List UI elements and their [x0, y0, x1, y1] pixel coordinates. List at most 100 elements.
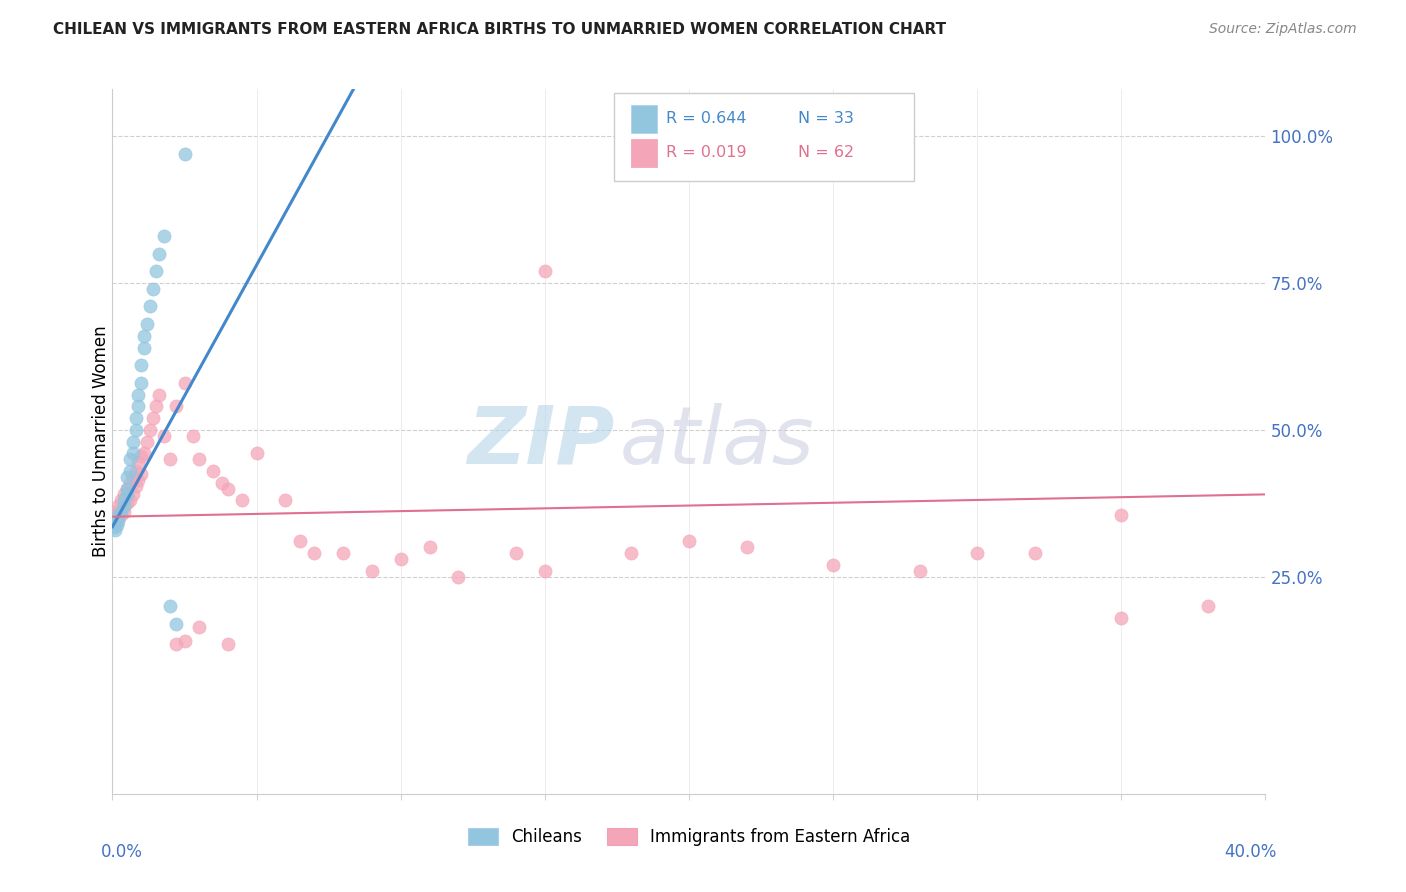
Point	[115, 482, 138, 496]
Point	[148, 246, 170, 260]
Point	[173, 146, 195, 161]
Point	[181, 428, 204, 442]
Point	[217, 482, 239, 496]
Text: N = 33: N = 33	[799, 112, 855, 127]
Point	[153, 229, 176, 244]
Point	[173, 376, 195, 390]
Text: CHILEAN VS IMMIGRANTS FROM EASTERN AFRICA BIRTHS TO UNMARRIED WOMEN CORRELATION : CHILEAN VS IMMIGRANTS FROM EASTERN AFRIC…	[53, 22, 946, 37]
Point	[112, 493, 135, 508]
Point	[145, 264, 167, 278]
Text: N = 62: N = 62	[799, 145, 855, 161]
Point	[148, 387, 170, 401]
Text: atlas: atlas	[620, 402, 814, 481]
Point	[217, 637, 239, 651]
Point	[115, 487, 138, 501]
Point	[124, 478, 146, 492]
Point	[231, 493, 253, 508]
Point	[288, 534, 311, 549]
Point	[107, 508, 129, 522]
Point	[534, 264, 557, 278]
Point	[304, 546, 326, 560]
Point	[139, 423, 162, 437]
Point	[129, 449, 153, 463]
Point	[104, 505, 127, 519]
Point	[1197, 599, 1219, 613]
Point	[134, 446, 156, 460]
Point	[1111, 611, 1133, 625]
Point	[202, 464, 225, 478]
Point	[821, 558, 844, 572]
Point	[124, 411, 146, 425]
FancyBboxPatch shape	[631, 138, 657, 167]
Point	[107, 511, 129, 525]
Point	[118, 475, 141, 490]
Point	[735, 541, 758, 555]
Point	[332, 546, 354, 560]
Point	[124, 464, 146, 478]
Point	[127, 455, 149, 469]
Point	[447, 569, 470, 583]
Point	[136, 317, 159, 331]
Point	[104, 523, 127, 537]
Point	[112, 487, 135, 501]
Point	[112, 499, 135, 513]
Point	[118, 464, 141, 478]
Point	[127, 473, 149, 487]
Point	[118, 493, 141, 508]
Point	[159, 452, 181, 467]
Point	[115, 496, 138, 510]
Point	[908, 564, 931, 578]
Point	[121, 446, 143, 460]
Point	[124, 423, 146, 437]
Point	[188, 452, 211, 467]
Point	[153, 428, 176, 442]
Point	[620, 546, 643, 560]
Point	[274, 493, 297, 508]
Point	[966, 546, 988, 560]
Point	[104, 516, 127, 531]
FancyBboxPatch shape	[631, 104, 657, 133]
Point	[1111, 508, 1133, 522]
Point	[139, 300, 162, 314]
Point	[104, 516, 127, 531]
Text: ZIP: ZIP	[467, 402, 614, 481]
Point	[110, 508, 132, 522]
FancyBboxPatch shape	[614, 93, 914, 181]
Point	[360, 564, 382, 578]
Point	[110, 493, 132, 508]
Point	[165, 399, 187, 413]
Point	[678, 534, 700, 549]
Point	[118, 452, 141, 467]
Point	[173, 634, 195, 648]
Point	[145, 399, 167, 413]
Point	[142, 282, 165, 296]
Point	[127, 399, 149, 413]
Point	[142, 411, 165, 425]
Point	[107, 514, 129, 528]
Point	[110, 505, 132, 519]
Point	[112, 505, 135, 519]
Point	[115, 469, 138, 483]
Point	[159, 599, 181, 613]
Point	[121, 487, 143, 501]
Text: R = 0.644: R = 0.644	[666, 112, 747, 127]
Point	[136, 434, 159, 449]
Text: Source: ZipAtlas.com: Source: ZipAtlas.com	[1209, 22, 1357, 37]
Point	[246, 446, 269, 460]
Point	[505, 546, 527, 560]
Point	[129, 358, 153, 372]
Point	[129, 376, 153, 390]
Point	[389, 552, 412, 566]
Point	[129, 467, 153, 481]
Point	[121, 469, 143, 483]
Point	[134, 328, 156, 343]
Text: 0.0%: 0.0%	[101, 843, 143, 861]
Point	[127, 387, 149, 401]
Point	[419, 541, 441, 555]
Point	[534, 564, 557, 578]
Point	[1024, 546, 1046, 560]
Point	[121, 434, 143, 449]
Point	[165, 616, 187, 631]
Legend: Chileans, Immigrants from Eastern Africa: Chileans, Immigrants from Eastern Africa	[461, 821, 917, 853]
Text: R = 0.019: R = 0.019	[666, 145, 747, 161]
